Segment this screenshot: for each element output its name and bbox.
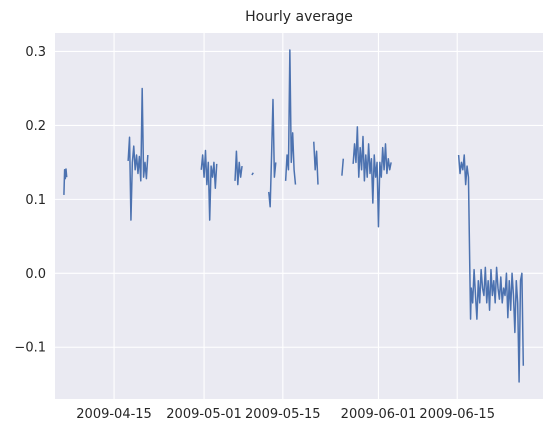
series-line-segment — [313, 141, 319, 185]
series-line-segment — [63, 168, 68, 195]
series-line-segment — [127, 87, 149, 221]
x-axis-ticks: 2009-04-15 2009-05-01 2009-05-15 2009-06-01… — [76, 407, 495, 422]
x-tick-label: 2009-06-15 — [419, 407, 495, 422]
series-line-segment — [284, 49, 297, 185]
series-line-segment — [457, 154, 525, 383]
x-tick-label: 2009-05-15 — [245, 407, 321, 422]
y-tick-label: 0.3 — [25, 45, 46, 60]
x-tick-label: 2009-06-01 — [341, 407, 417, 422]
x-tick-label: 2009-04-15 — [76, 407, 152, 422]
series-line-segment — [200, 149, 218, 221]
y-tick-label: 0.1 — [25, 193, 46, 208]
chart-title: Hourly average — [245, 9, 353, 25]
series-line-segment — [268, 98, 277, 208]
series-line-segment — [341, 158, 345, 176]
x-tick-label: 2009-05-01 — [166, 407, 242, 422]
y-tick-label: −0.1 — [14, 341, 46, 356]
y-tick-label: 0.0 — [25, 267, 46, 282]
series-layer — [63, 49, 525, 383]
y-tick-label: 0.2 — [25, 119, 46, 134]
x-grid — [113, 33, 458, 399]
y-axis-ticks: −0.1 0.0 0.1 0.2 0.3 — [14, 45, 46, 356]
series-line-segment — [251, 172, 254, 176]
y-grid — [55, 50, 543, 348]
series-line-segment — [352, 126, 392, 228]
plot-background — [55, 33, 543, 399]
series-line-segment — [234, 150, 243, 186]
